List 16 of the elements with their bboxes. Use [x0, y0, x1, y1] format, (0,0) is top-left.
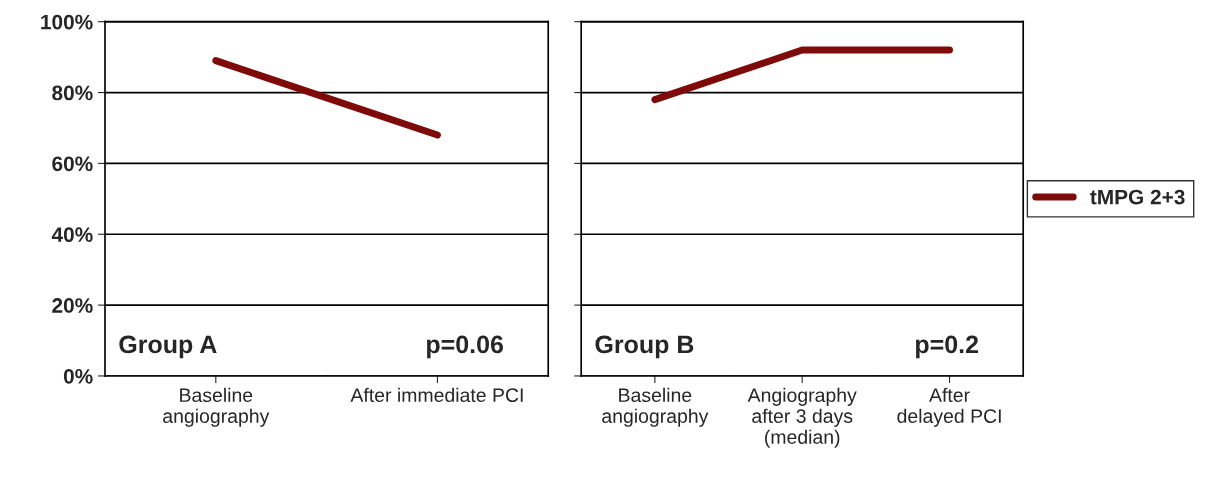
y-tick-label: 20%	[52, 298, 93, 313]
annotation: Group A	[119, 335, 217, 359]
y-tick-label: 60%	[52, 156, 93, 172]
legend-label: tMPG 2+3	[1090, 189, 1185, 205]
x-tick-label: After immediate PCI	[350, 387, 523, 403]
y-tick-label: 100%	[41, 14, 93, 30]
y-tick-label: 0%	[63, 368, 93, 384]
x-tick-label: After delayed PCI	[897, 387, 1001, 427]
annotation: p=0.06	[427, 335, 504, 359]
x-tick-label: Baseline angiography	[163, 387, 270, 427]
y-tick-label: 80%	[52, 85, 93, 101]
annotation: p=0.2	[916, 335, 978, 359]
annotation: Group B	[595, 335, 694, 359]
x-tick-label: Angiography after 3 days (median)	[747, 387, 857, 448]
y-tick-label: 40%	[51, 227, 93, 243]
x-tick-label: Baseline angiography	[602, 387, 709, 427]
